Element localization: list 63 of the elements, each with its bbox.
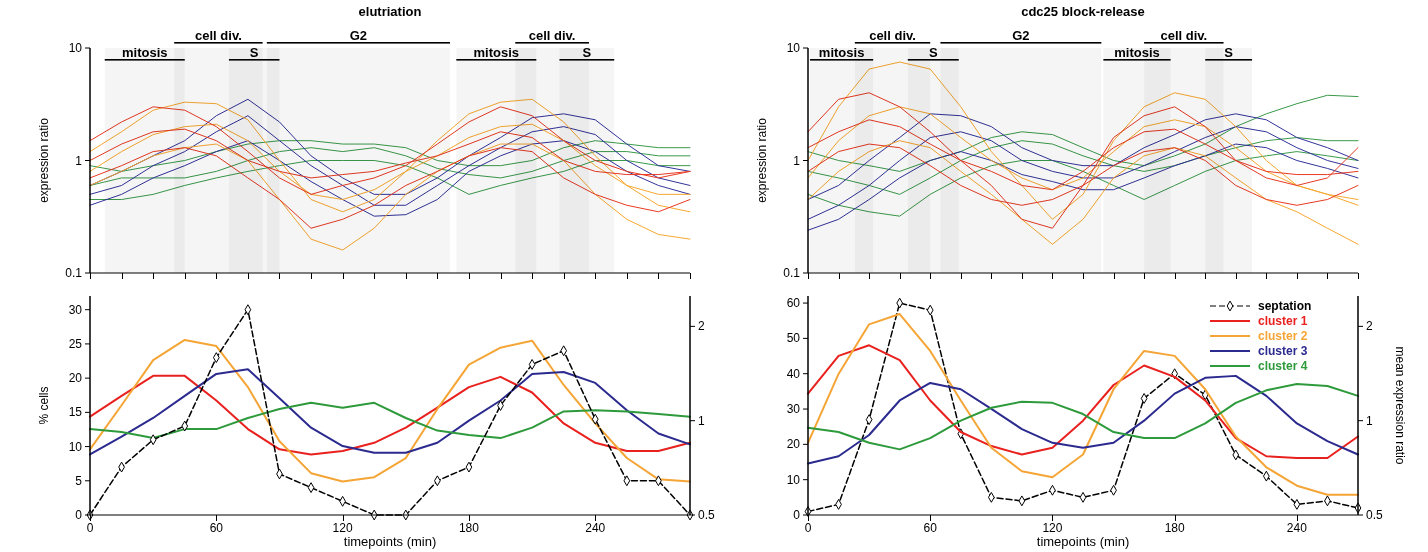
y2-tick-label: 0.5 xyxy=(1366,508,1384,522)
chart-title: elutriation xyxy=(358,4,422,19)
y-tick-label: 10 xyxy=(786,472,801,487)
x-tick-label: 0 xyxy=(804,521,812,535)
legend-label: cluster 2 xyxy=(1258,329,1308,343)
band-label: cell div. xyxy=(528,28,576,43)
legend-label: cluster 1 xyxy=(1258,314,1308,328)
y-tick-label: 1 xyxy=(793,153,801,168)
y2-tick-label: 0.5 xyxy=(698,508,716,522)
y-tick-label: 20 xyxy=(786,437,801,452)
x-tick-label: 240 xyxy=(585,521,606,535)
y-tick-label: 30 xyxy=(786,402,801,417)
y2-tick-label: 1 xyxy=(1366,413,1373,428)
y-tick-label: 1 xyxy=(75,153,83,168)
y-tick-label: 10 xyxy=(786,41,801,55)
band-label: cell div. xyxy=(1160,28,1208,43)
y-tick-label: 0.1 xyxy=(783,266,801,280)
x-tick-label: 180 xyxy=(458,521,480,535)
y-tick-label: 30 xyxy=(68,302,83,317)
y-tick-label: 25 xyxy=(68,336,83,351)
y-tick-label: 0 xyxy=(75,508,83,522)
band-label: mitosis xyxy=(1114,45,1160,60)
y-tick-label: 15 xyxy=(68,405,83,420)
y-tick-label: 50 xyxy=(786,331,801,346)
band-label: S xyxy=(1224,45,1234,60)
band-label: mitosis xyxy=(818,45,865,60)
x-axis-title: timepoints (min) xyxy=(1036,534,1130,549)
band-label: S xyxy=(928,45,938,60)
chart-title: cdc25 block-release xyxy=(1021,4,1145,19)
x-tick-label: 120 xyxy=(1042,521,1063,535)
legend-label: cluster 4 xyxy=(1258,359,1308,373)
x-tick-label: 60 xyxy=(923,521,938,535)
x-tick-label: 60 xyxy=(209,521,224,535)
y-axis-title: expression ratio xyxy=(37,117,51,203)
y-tick-label: 60 xyxy=(786,296,801,311)
x-tick-label: 0 xyxy=(86,521,94,535)
y-tick-label: 20 xyxy=(68,371,83,386)
x-tick-label: 120 xyxy=(332,521,353,535)
x-tick-label: 180 xyxy=(1164,521,1185,535)
y2-tick-label: 2 xyxy=(1366,319,1373,334)
y-axis-title: % cells xyxy=(37,386,51,425)
y2-axis-title: mean expression ratio xyxy=(1393,346,1407,465)
y-tick-label: 10 xyxy=(68,439,83,454)
x-tick-label: 240 xyxy=(1286,521,1308,535)
y-tick-label: 5 xyxy=(75,473,83,488)
legend-label: septation xyxy=(1258,299,1312,313)
y-tick-label: 0.1 xyxy=(65,266,83,280)
y-tick-label: 40 xyxy=(786,366,801,381)
band-label: mitosis xyxy=(473,45,520,60)
band-label: cell div. xyxy=(195,28,242,43)
y2-tick-label: 2 xyxy=(698,319,705,334)
band-label: S xyxy=(582,45,592,60)
band-label: cell div. xyxy=(869,28,916,43)
y-tick-label: 0 xyxy=(793,508,801,522)
band-label: S xyxy=(249,45,259,60)
y-tick-label: 10 xyxy=(68,41,83,55)
band-label: mitosis xyxy=(121,45,168,60)
band-label: G2 xyxy=(1012,28,1030,43)
y-axis-title: expression ratio xyxy=(755,117,769,203)
band-label: G2 xyxy=(349,28,368,43)
y2-tick-label: 1 xyxy=(698,413,705,428)
legend-label: cluster 3 xyxy=(1258,344,1308,358)
x-axis-title: timepoints (min) xyxy=(343,534,437,549)
